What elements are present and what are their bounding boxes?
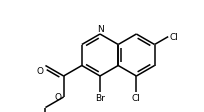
Text: O: O: [55, 93, 62, 102]
Text: O: O: [37, 67, 44, 76]
Text: Br: Br: [95, 93, 105, 102]
Text: Cl: Cl: [169, 33, 178, 42]
Text: Cl: Cl: [132, 93, 141, 102]
Text: N: N: [97, 24, 103, 33]
